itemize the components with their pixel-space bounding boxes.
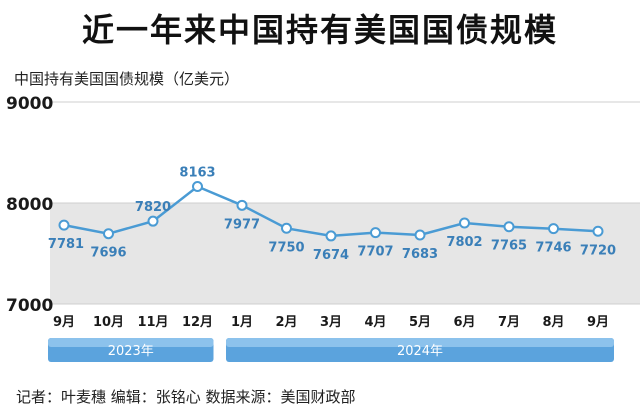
data-point: [325, 230, 337, 242]
data-point: [281, 222, 292, 234]
page-title: 近一年来中国持有美国国债规模: [81, 10, 558, 49]
chart-panel: 中国持有美国国债规模（亿美元） 7000 8000 9000 7781 7696 7820…: [0, 58, 640, 378]
x-tick-label: 6月: [453, 315, 475, 330]
x-tick-label: 1月: [231, 315, 253, 330]
data-point: [147, 215, 159, 227]
y-tick-label: 9000: [6, 94, 53, 114]
y-tick-label: 8000: [6, 195, 53, 215]
year-band-highlight: [48, 338, 214, 347]
data-point: [58, 219, 70, 231]
data-label: 7720: [580, 243, 616, 258]
x-tick-label: 2月: [275, 315, 297, 330]
data-point: [192, 181, 203, 193]
x-tick-label: 12月: [182, 315, 213, 330]
credits-text: 记者：叶麦穗 编辑：张铭心 数据来源：美国财政部: [16, 388, 356, 406]
data-point: [236, 199, 248, 211]
year-label: 2024年: [397, 344, 443, 359]
year-band-highlight: [226, 338, 614, 347]
x-tick-label: 11月: [137, 315, 168, 330]
data-label: 7683: [402, 247, 438, 262]
data-label: 7696: [90, 246, 126, 261]
data-label: 7750: [268, 240, 304, 255]
data-label: 7781: [48, 237, 84, 252]
data-point: [414, 229, 426, 241]
data-label: 7674: [313, 248, 349, 263]
data-label: 8163: [179, 166, 215, 181]
x-tick-label: 4月: [364, 315, 386, 330]
y-axis-label: 中国持有美国国债规模（亿美元）: [14, 70, 239, 88]
x-tick-label: 7月: [498, 315, 520, 330]
data-label: 7802: [446, 235, 482, 250]
x-tick-label: 9月: [587, 315, 609, 330]
upper-band-shade: [50, 102, 640, 203]
y-tick-label: 7000: [6, 296, 53, 316]
data-point: [548, 223, 559, 235]
line-chart: 中国持有美国国债规模（亿美元） 7000 8000 9000 7781 7696 7820…: [6, 70, 640, 362]
data-label: 7746: [535, 241, 571, 256]
x-tick-label: 8月: [542, 315, 564, 330]
data-point: [370, 227, 381, 239]
x-tick-label: 5月: [409, 315, 431, 330]
x-tick-label: 10月: [93, 315, 124, 330]
data-point: [592, 225, 604, 237]
footer: 记者：叶麦穗 编辑：张铭心 数据来源：美国财政部: [0, 378, 640, 413]
data-label: 7707: [357, 245, 393, 260]
data-label: 7977: [224, 217, 260, 232]
data-label: 7765: [491, 239, 527, 254]
data-point: [103, 228, 114, 240]
data-label: 7820: [135, 200, 171, 215]
data-point: [503, 221, 515, 233]
data-point: [459, 217, 470, 229]
year-label: 2023年: [108, 344, 154, 359]
x-tick-label: 3月: [320, 315, 342, 330]
x-tick-label: 9月: [53, 315, 75, 330]
